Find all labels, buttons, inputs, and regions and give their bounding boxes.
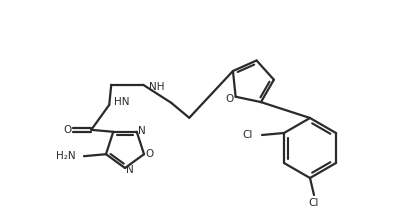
Text: Cl: Cl	[309, 198, 319, 208]
Text: O: O	[145, 149, 153, 159]
Text: H₂N: H₂N	[57, 151, 76, 161]
Text: HN: HN	[114, 97, 130, 107]
Text: Cl: Cl	[243, 130, 253, 140]
Text: O: O	[226, 94, 234, 104]
Text: O: O	[63, 125, 71, 135]
Text: NH: NH	[150, 82, 165, 92]
Text: N: N	[126, 165, 134, 175]
Text: N: N	[138, 126, 146, 136]
